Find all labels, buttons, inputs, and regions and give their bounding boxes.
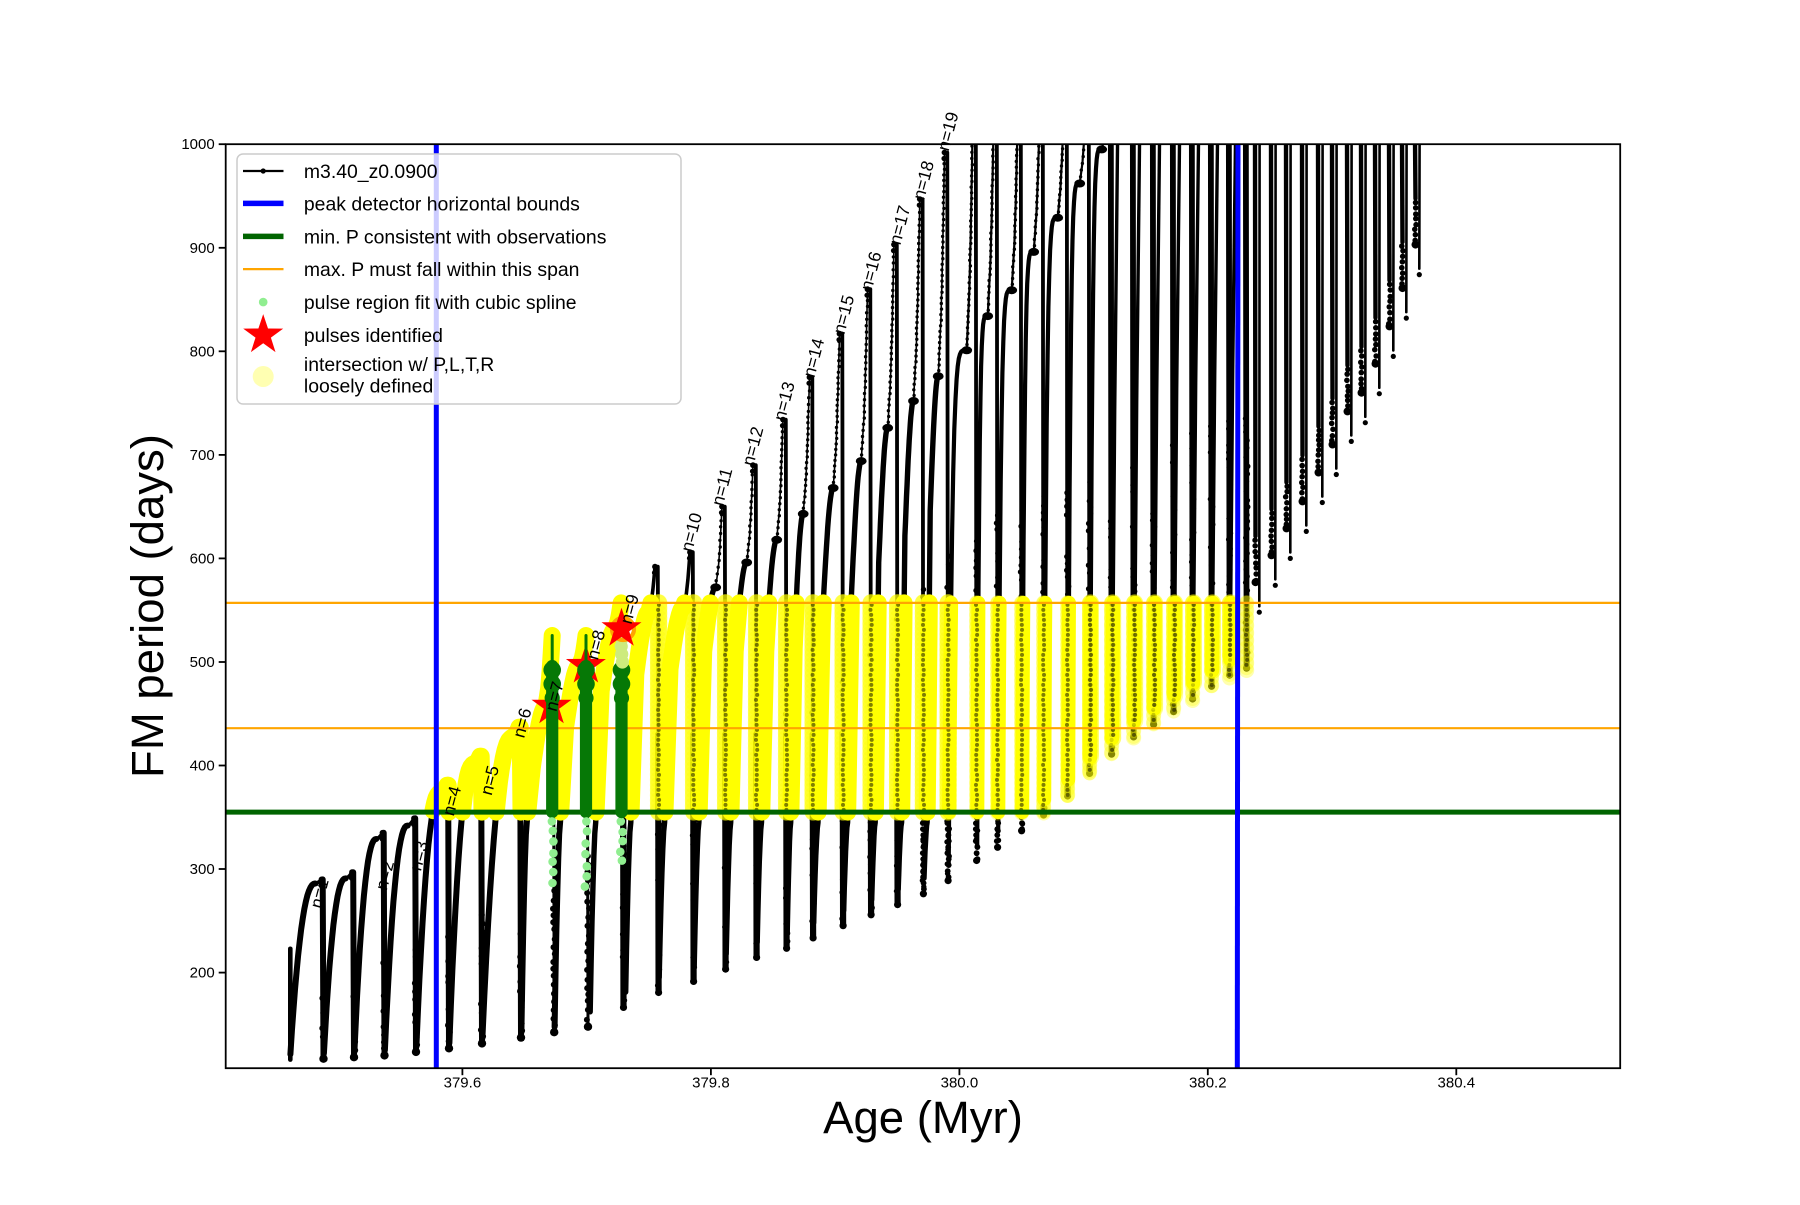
svg-text:peak detector horizontal bound: peak detector horizontal bounds xyxy=(304,193,580,215)
svg-text:800: 800 xyxy=(190,343,215,360)
svg-text:200: 200 xyxy=(190,965,215,982)
svg-text:loosely defined: loosely defined xyxy=(304,376,433,398)
svg-text:m3.40_z0.0900: m3.40_z0.0900 xyxy=(304,161,438,183)
svg-text:700: 700 xyxy=(190,447,215,464)
svg-text:min. P consistent with observa: min. P consistent with observations xyxy=(304,226,607,248)
svg-text:pulses identified: pulses identified xyxy=(304,325,443,347)
svg-text:pulse region fit with cubic sp: pulse region fit with cubic spline xyxy=(304,292,577,314)
svg-text:FM period (days): FM period (days) xyxy=(122,434,173,778)
svg-text:500: 500 xyxy=(190,654,215,671)
svg-text:600: 600 xyxy=(190,550,215,567)
svg-text:intersection w/ P,L,T,R: intersection w/ P,L,T,R xyxy=(304,354,494,376)
svg-text:Age (Myr): Age (Myr) xyxy=(823,1092,1023,1143)
svg-text:379.8: 379.8 xyxy=(692,1075,730,1092)
svg-text:380.0: 380.0 xyxy=(941,1075,979,1092)
svg-text:1000: 1000 xyxy=(181,136,214,153)
svg-text:300: 300 xyxy=(190,861,215,878)
svg-text:380.2: 380.2 xyxy=(1189,1075,1227,1092)
svg-text:max. P must fall within this s: max. P must fall within this span xyxy=(304,259,580,281)
svg-text:400: 400 xyxy=(190,758,215,775)
svg-text:379.6: 379.6 xyxy=(444,1075,482,1092)
svg-text:900: 900 xyxy=(190,240,215,257)
svg-text:380.4: 380.4 xyxy=(1438,1075,1476,1092)
